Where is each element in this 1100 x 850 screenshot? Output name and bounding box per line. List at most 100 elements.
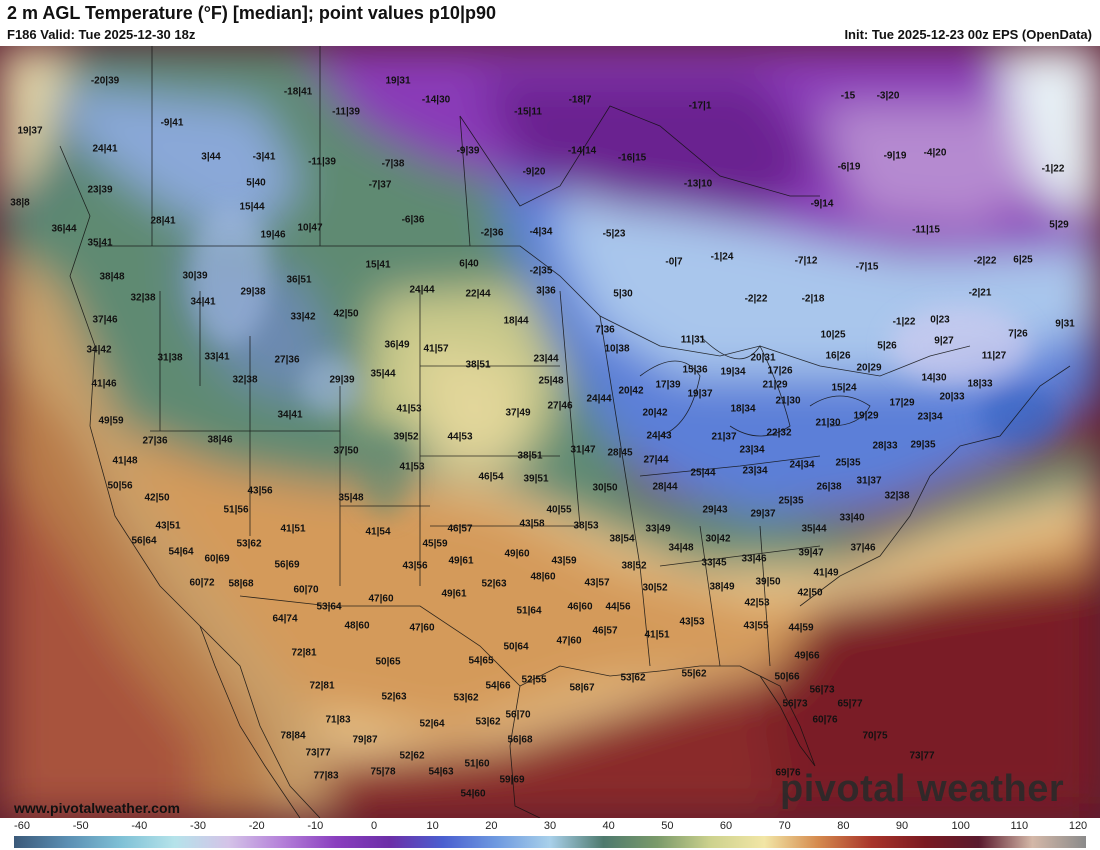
point-value-label: 23|34 [739,444,765,456]
point-value-label: -6|36 [401,214,425,226]
point-value-label: -13|10 [683,178,713,190]
point-value-label: 10|25 [820,329,846,341]
point-value-label: 60|76 [812,714,838,726]
point-value-label: 33|42 [290,311,316,323]
point-value-label: 11|27 [981,350,1007,362]
point-value-label: 38|54 [609,533,635,545]
point-value-label: 51|64 [516,605,542,617]
point-value-label: 46|57 [592,625,618,637]
colorbar-tick-label: 110 [1010,820,1029,832]
point-value-label: -15 [840,90,856,102]
point-value-label: -9|20 [522,166,546,178]
point-value-label: 48|60 [530,571,556,583]
point-value-label: 43|59 [551,555,577,567]
point-value-label: 30|50 [592,482,618,494]
point-value-label: 28|45 [607,447,633,459]
point-value-label: -2|21 [968,287,992,299]
point-value-label: 11|31 [680,334,706,346]
point-value-label: 41|53 [399,461,425,473]
point-value-label: 49|61 [441,588,467,600]
point-value-label: 37|49 [505,407,531,419]
point-value-label: 21|30 [815,417,841,429]
colorbar-tick-label: -50 [72,820,89,832]
point-value-label: 41|57 [423,343,449,355]
point-value-label: 33|45 [701,557,727,569]
point-value-label: 21|29 [762,379,788,391]
point-value-label: 73|77 [305,747,331,759]
point-value-label: 56|64 [131,535,157,547]
point-value-label: 30|39 [182,270,208,282]
point-value-label: 43|53 [679,616,705,628]
point-value-label: 38|51 [517,450,543,462]
point-value-label: 43|57 [584,577,610,589]
point-value-label: 20|31 [750,352,776,364]
point-value-label: 49|59 [98,415,124,427]
point-value-label: 26|38 [816,481,842,493]
point-value-label: 23|44 [533,353,559,365]
point-value-label: 42|50 [144,492,170,504]
point-value-label: 32|38 [884,490,910,502]
point-value-label: 47|60 [409,622,435,634]
website-credit[interactable]: www.pivotalweather.com [14,800,180,816]
point-value-label: -11|39 [332,106,360,118]
point-value-label: 51|60 [464,758,490,770]
point-value-label: 30|42 [705,533,731,545]
point-value-label: -14|14 [567,145,597,157]
point-value-label: 28|33 [872,440,898,452]
point-value-label: 43|56 [247,485,273,497]
point-value-label: 36|49 [384,339,410,351]
point-value-label: 71|83 [325,714,351,726]
colorbar-tick-label: 10 [426,820,439,832]
temperature-map: -20|39 -18|41 19|31 -14|30 -18|7 -17|1 -15|11 -… [0,46,1100,818]
point-value-label: 77|83 [313,770,339,782]
brand-watermark: pivotal weather [780,768,1065,810]
point-value-label: -11|39 [308,156,336,168]
point-value-label: 38|48 [99,271,125,283]
point-value-label: -1|22 [1041,163,1065,175]
point-value-label: 50|65 [375,656,401,668]
point-value-label: 24|44 [586,393,612,405]
valid-time: F186 Valid: Tue 2025-12-30 18z [7,27,196,42]
point-value-label: 24|44 [409,284,435,296]
point-value-label: 50|66 [774,671,800,683]
point-value-label: 40|55 [546,504,572,516]
point-value-label: -5|23 [602,228,626,240]
point-value-label: 31|38 [157,352,183,364]
point-value-label: 32|38 [232,374,258,386]
point-value-label: 38|51 [465,359,491,371]
point-value-label: 49|66 [794,650,820,662]
point-value-label: -18|41 [283,86,313,98]
point-value-label: 7|26 [1008,328,1028,340]
point-value-label: 54|63 [428,766,454,778]
point-value-label: 27|36 [274,354,300,366]
point-value-label: 56|73 [782,698,808,710]
point-value-label: 42|53 [744,597,770,609]
point-value-label: 52|63 [381,691,407,703]
point-value-label: 41|54 [365,526,391,538]
point-value-label: 36|44 [51,223,77,235]
point-value-label: 34|42 [86,344,112,356]
point-value-label: 24|34 [789,459,815,471]
point-value-label: 42|50 [333,308,359,320]
point-value-label: 33|41 [204,351,230,363]
point-value-label: -9|41 [160,117,184,129]
point-value-label: 28|41 [150,215,176,227]
colorbar-tick-label: 0 [370,820,378,832]
point-value-label: 41|51 [644,629,670,641]
point-value-label: 72|81 [309,680,335,692]
point-value-label: -6|19 [837,161,861,173]
point-value-label: 19|46 [260,229,286,241]
point-value-label: -2|22 [744,293,768,305]
point-value-label: 43|56 [402,560,428,572]
point-value-label: 49|60 [504,548,530,560]
point-value-label: 39|52 [393,431,419,443]
colorbar-tick-label: -20 [248,820,265,832]
point-value-label: 37|50 [333,445,359,457]
point-value-label: 47|60 [556,635,582,647]
point-value-label: 64|74 [272,613,298,625]
point-value-label: 44|53 [447,431,473,443]
point-value-label: 75|78 [370,766,396,778]
point-value-label: 9|27 [934,335,954,347]
point-value-label: 41|48 [112,455,138,467]
point-value-label: 19|34 [720,366,746,378]
